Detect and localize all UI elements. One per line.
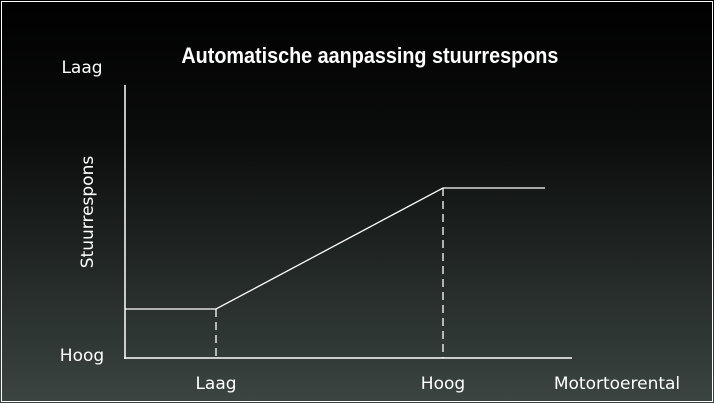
x-tick-label: Hoog (421, 374, 465, 394)
y-axis-top-label: Laag (61, 58, 102, 78)
response-line (125, 187, 545, 310)
x-axis-label: Motortoerental (554, 374, 680, 394)
x-tick-label: Laag (195, 374, 236, 394)
title: Automatische aanpassing stuurrespons (181, 44, 558, 68)
y-axis-bottom-label: Hoog (60, 346, 104, 366)
y-axis-label: Stuurrespons (78, 156, 98, 269)
